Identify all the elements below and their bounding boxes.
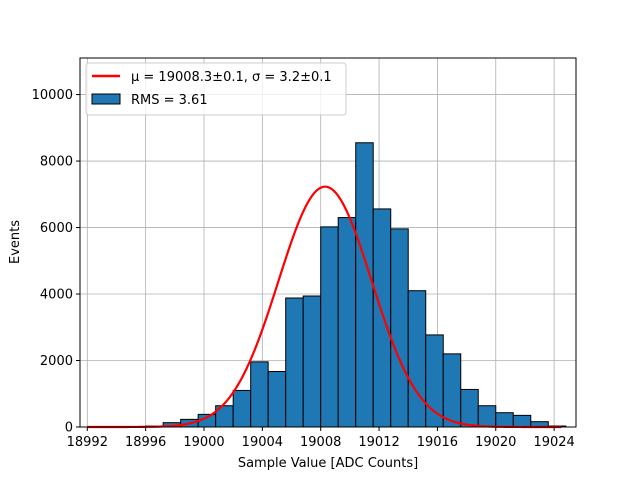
histogram-bar <box>477 405 497 428</box>
x-axis-ticks: 18992 18996 19000 19004 19008 19012 19016 19020… <box>67 427 575 450</box>
gaussian-fit-curve <box>87 185 562 429</box>
histogram-bar <box>372 208 392 428</box>
legend-box <box>85 62 347 116</box>
histogram-bar <box>425 334 444 428</box>
x-tick-label: 19024 <box>533 435 574 450</box>
legend-histogram-swatch <box>91 93 121 105</box>
legend-fit-label: μ = 19008.3±0.1, σ = 3.2±0.1 <box>131 70 332 85</box>
x-tick-label: 19004 <box>242 435 283 450</box>
histogram-bar <box>355 142 374 428</box>
fit-curve-group <box>87 185 562 429</box>
histogram-bar <box>407 290 427 428</box>
y-tick-label: 6000 <box>40 221 73 236</box>
histogram-bar <box>267 370 287 428</box>
histogram-bar <box>337 217 357 428</box>
histogram-bar <box>320 226 339 428</box>
y-tick-label: 8000 <box>40 155 73 170</box>
histogram-bar <box>250 361 269 428</box>
y-tick-label: 4000 <box>40 288 73 303</box>
x-tick-label: 18996 <box>125 435 166 450</box>
x-tick-label: 19016 <box>417 435 458 450</box>
y-tick-label: 10000 <box>32 88 73 103</box>
legend: μ = 19008.3±0.1, σ = 3.2±0.1 RMS = 3.61 <box>85 62 347 116</box>
histogram-bar <box>232 389 252 428</box>
x-tick-label: 19012 <box>358 435 399 450</box>
x-tick-label: 19020 <box>475 435 516 450</box>
x-tick-label: 19008 <box>300 435 341 450</box>
legend-histogram-label: RMS = 3.61 <box>131 93 208 108</box>
histogram-bar <box>390 228 409 428</box>
y-axis-ticks: 0 2000 4000 6000 8000 10000 <box>32 88 80 436</box>
histogram-bar <box>442 353 462 428</box>
histogram-bar <box>302 295 322 428</box>
histogram-bar <box>512 414 532 428</box>
plot-frame <box>79 57 577 428</box>
histogram-bar <box>460 388 479 428</box>
y-axis-label: Events <box>8 220 23 264</box>
y-tick-label: 0 <box>65 421 73 436</box>
histogram-bar <box>285 297 304 428</box>
x-tick-label: 19000 <box>183 435 224 450</box>
histogram-bar <box>495 412 514 428</box>
x-tick-label: 18992 <box>67 435 108 450</box>
y-tick-label: 2000 <box>40 354 73 369</box>
x-axis-label: Sample Value [ADC Counts] <box>238 456 418 471</box>
